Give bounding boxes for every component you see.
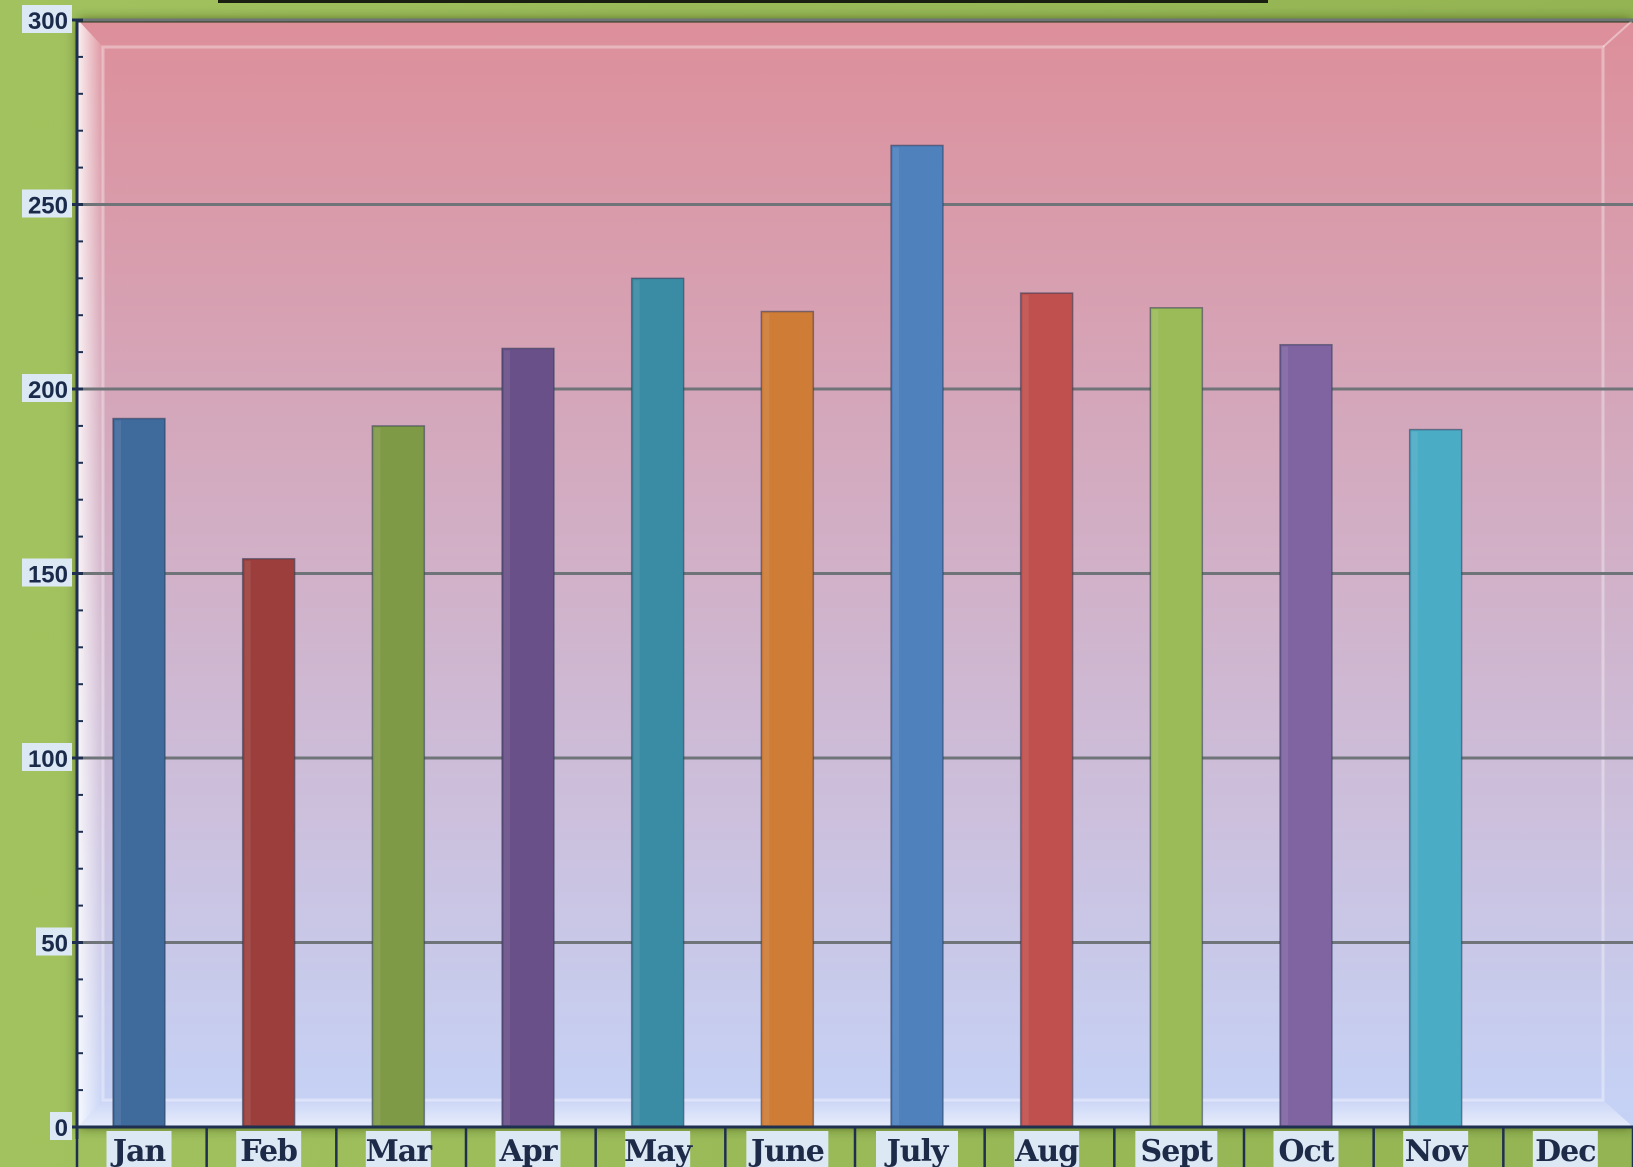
x-tick-label-aug: Aug [1014, 1134, 1079, 1167]
x-tick-label-dec: Dec [1535, 1134, 1595, 1167]
x-tick-label-sept: Sept [1141, 1134, 1214, 1167]
bar-highlight [115, 420, 121, 1125]
axes [67, 20, 1633, 1139]
bar-mar [371, 425, 426, 1128]
bar-highlight [374, 427, 381, 1125]
title-underline-bar [218, 0, 1268, 3]
x-tick-label-bg [365, 1131, 431, 1167]
x-tick-label-may: May [624, 1134, 694, 1167]
y-tick-label-bg [22, 743, 72, 771]
bar-highlight [1411, 431, 1418, 1126]
bar-feb [241, 557, 296, 1128]
x-tick-label-bg [106, 1131, 172, 1167]
x-tick-label-oct: Oct [1278, 1134, 1334, 1167]
bar-highlight [633, 280, 640, 1125]
x-tick-label-bg [236, 1131, 302, 1167]
gridlines [77, 18, 1633, 944]
y-tick-label: 50 [41, 931, 68, 958]
bars [112, 144, 1463, 1128]
x-axis-ticks: Jan Feb Mar Apr May June July Aug Sept Oct Nov Dec [75, 1127, 1633, 1167]
y-tick-label-bg [36, 927, 72, 956]
x-tick-label-july: July [884, 1134, 950, 1167]
bar-highlight [1282, 346, 1288, 1126]
x-tick-label-nov: Nov [1405, 1134, 1469, 1167]
bar-oct [1279, 343, 1333, 1128]
x-tick-label-bg [1403, 1131, 1469, 1167]
y-tick-label: 250 [28, 193, 68, 220]
y-tick-label-bg [22, 5, 72, 33]
y-tick-label-bg [50, 1112, 72, 1140]
x-tick-label-bg [1273, 1131, 1339, 1167]
bar-highlight [893, 147, 899, 1125]
y-tick-label: 200 [28, 377, 68, 404]
y-tick-label: 300 [28, 8, 68, 35]
x-tick-label-feb: Feb [240, 1134, 297, 1167]
y-tick-label-bg [22, 189, 72, 218]
bar-highlight [763, 313, 770, 1125]
bar-june [760, 310, 815, 1128]
x-tick-label-bg [625, 1131, 691, 1167]
plot-corner-edge [1602, 19, 1633, 48]
bar-highlight [1022, 295, 1029, 1125]
x-tick-label-mar: Mar [366, 1134, 434, 1167]
bar-sept [1149, 307, 1204, 1128]
bar-highlight [504, 350, 510, 1125]
x-tick-label-bg [1014, 1131, 1080, 1167]
y-tick-label-bg [22, 558, 72, 587]
x-tick-label-bg [1532, 1131, 1598, 1167]
bar-nov [1408, 428, 1463, 1128]
x-tick-label-apr: Apr [498, 1134, 558, 1167]
y-tick-label: 0 [55, 1115, 68, 1142]
x-tick-label-bg [495, 1131, 561, 1167]
x-tick-label-june: June [748, 1134, 824, 1167]
x-tick-label-jan: Jan [110, 1134, 167, 1167]
bar-highlight [1152, 309, 1159, 1125]
bar-apr [501, 347, 555, 1128]
bar-july [890, 144, 944, 1128]
y-tick-label: 150 [28, 562, 68, 589]
y-tick-label: 100 [28, 746, 68, 773]
x-tick-label-bg [876, 1131, 958, 1167]
bar-highlight [244, 560, 251, 1125]
x-tick-label-bg [1135, 1131, 1218, 1167]
x-tick-label-bg [746, 1131, 829, 1167]
y-tick-label-bg [22, 374, 72, 402]
y-axis-ticks: 0 50 100 150 200 250 300 [22, 5, 83, 1142]
bar-aug [1019, 292, 1074, 1128]
plot-floor [78, 1100, 1633, 1127]
